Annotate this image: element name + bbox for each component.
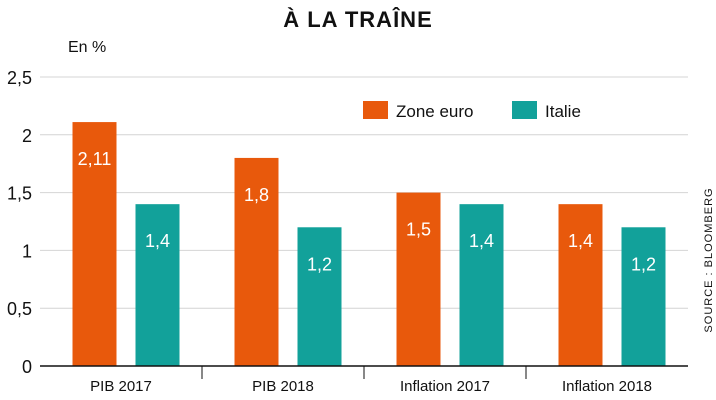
y-tick-label: 1,5: [7, 184, 32, 204]
legend: Zone euro Italie: [363, 101, 581, 121]
unit-label: En %: [68, 39, 106, 56]
chart-title: À LA TRAÎNE: [283, 7, 433, 32]
category-label: PIB 2017: [90, 378, 152, 395]
bar-italie: [135, 204, 180, 366]
category-label: PIB 2018: [252, 378, 314, 395]
source-note: SOURCE : BLOOMBERG: [703, 187, 715, 332]
bar-italie: [297, 227, 342, 366]
bar-zone-euro: [558, 204, 603, 366]
category-label: Inflation 2017: [400, 378, 490, 395]
bar-zone-euro: [72, 122, 117, 366]
y-tick-label: 2,5: [7, 68, 32, 88]
legend-label: Zone euro: [396, 102, 474, 121]
y-tick-label: 0: [22, 357, 32, 377]
legend-label: Italie: [545, 102, 581, 121]
x-axis: PIB 2017 PIB 2018 Inflation 2017 Inflation …: [40, 365, 688, 395]
legend-swatch: [363, 101, 388, 119]
category-label: Inflation 2018: [562, 378, 652, 395]
y-tick-label: 0,5: [7, 299, 32, 319]
y-tick-labels: 0 0,5 1 1,5 2 2,5: [7, 68, 32, 377]
bars: 2,11 1,4 1,8 1,2 1,5 1,4 1,4 1,2: [72, 122, 666, 366]
data-label: 1,5: [406, 220, 431, 240]
data-label: 1,8: [244, 185, 269, 205]
data-label: 1,4: [469, 231, 494, 251]
data-label: 1,2: [307, 254, 332, 274]
legend-swatch: [512, 101, 537, 119]
y-tick-label: 2: [22, 126, 32, 146]
bar-zone-euro: [234, 157, 279, 366]
data-label: 1,2: [631, 254, 656, 274]
y-tick-label: 1: [22, 241, 32, 261]
data-label: 2,11: [78, 149, 112, 169]
bar-italie: [621, 227, 666, 366]
data-label: 1,4: [568, 231, 593, 251]
bar-zone-euro: [396, 192, 441, 366]
data-label: 1,4: [145, 231, 170, 251]
bar-italie: [459, 204, 504, 366]
